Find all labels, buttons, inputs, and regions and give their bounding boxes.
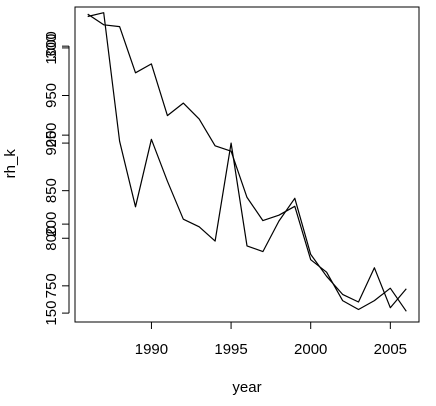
y-left-tick-label: 150	[43, 301, 60, 326]
y-left-tick-label: 300	[43, 34, 60, 59]
plot-frame	[74, 6, 420, 323]
x-axis-label: year	[232, 379, 261, 396]
x-axis: 1990 1995 2000 2005	[135, 321, 407, 358]
y-left-tick-label: 200	[43, 212, 60, 237]
x-tick-label: 1990	[135, 341, 168, 358]
x-tick-label: 2000	[294, 341, 327, 358]
y-right-tick-label: 800	[43, 226, 60, 251]
y-right-tick-label: 950	[43, 83, 60, 108]
y-right-tick-label: 750	[43, 273, 60, 298]
series-lines	[87, 12, 407, 312]
y-right-tick-label: 1000	[43, 31, 60, 64]
y-right-tick-label: 850	[43, 178, 60, 203]
x-tick-label: 1995	[214, 341, 247, 358]
y-right-tick-label: 900	[43, 131, 60, 156]
series-line-left	[87, 13, 407, 312]
y-axis-label-left: rh	[2, 165, 19, 178]
y-axis: 300 250 200 150 1000 950 900 850 800 750	[43, 31, 70, 326]
y-axis-label-right: _k	[2, 149, 19, 166]
x-tick-label: 2005	[374, 341, 407, 358]
y-left-tick-label: 250	[43, 123, 60, 148]
series-line-right	[87, 12, 407, 309]
